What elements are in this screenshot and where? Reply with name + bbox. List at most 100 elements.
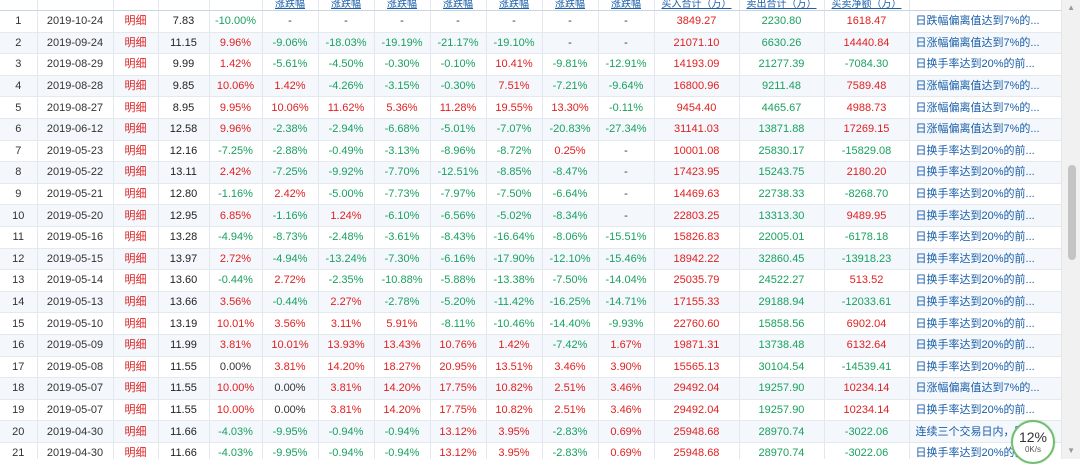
listing-reason[interactable]: 日涨幅偏离值达到7%的... — [909, 96, 1062, 119]
column-header[interactable]: 涨跌幅 — [542, 0, 599, 11]
listing-reason[interactable]: 日换手率达到20%的前... — [909, 204, 1062, 227]
detail-link[interactable]: 明细 — [113, 269, 159, 292]
trade-date: 2019-08-28 — [37, 75, 114, 98]
listing-reason[interactable]: 日换手率达到20%的前... — [909, 183, 1062, 206]
column-header[interactable]: 涨跌幅 — [374, 0, 431, 11]
detail-link[interactable]: 明细 — [113, 140, 159, 163]
row-index: 10 — [0, 204, 38, 227]
table-row: 17 2019-05-08 明细 11.55 0.00% 3.81% 14.20% 18.27… — [0, 356, 1062, 379]
detail-link[interactable]: 明细 — [113, 442, 159, 459]
after-day20-pct: -6.64% — [542, 183, 599, 206]
listing-reason[interactable]: 日涨幅偏离值达到7%的... — [909, 32, 1062, 55]
detail-link[interactable]: 明细 — [113, 399, 159, 422]
listing-reason[interactable]: 日换手率达到20%的前... — [909, 226, 1062, 249]
sell-total: 22005.01 — [739, 226, 825, 249]
listing-reason[interactable]: 日跌幅偏离值达到7%的... — [909, 10, 1062, 33]
row-index: 9 — [0, 183, 38, 206]
after-day1-pct: - — [262, 10, 319, 33]
detail-link[interactable]: 明细 — [113, 10, 159, 33]
close-price: 9.85 — [158, 75, 210, 98]
column-header[interactable]: 涨跌幅 — [262, 0, 319, 11]
after-day2-pct: -9.92% — [318, 161, 375, 184]
column-header[interactable]: 买入合计（万） — [654, 0, 740, 11]
after-day3-pct: 14.20% — [374, 399, 431, 422]
detail-link[interactable]: 明细 — [113, 183, 159, 206]
after-day1-pct: -2.38% — [262, 118, 319, 141]
detail-link[interactable]: 明细 — [113, 204, 159, 227]
column-header — [0, 0, 38, 11]
after-day10-pct: -5.02% — [486, 204, 543, 227]
listing-reason[interactable]: 日涨幅偏离值达到7%的... — [909, 75, 1062, 98]
detail-link[interactable]: 明细 — [113, 377, 159, 400]
trade-date: 2019-05-07 — [37, 399, 114, 422]
after-day3-pct: 13.43% — [374, 334, 431, 357]
detail-link[interactable]: 明细 — [113, 312, 159, 335]
detail-link[interactable]: 明细 — [113, 291, 159, 314]
row-index: 12 — [0, 248, 38, 271]
detail-link[interactable]: 明细 — [113, 334, 159, 357]
detail-link[interactable]: 明细 — [113, 96, 159, 119]
listing-reason[interactable]: 日换手率达到20%的前... — [909, 140, 1062, 163]
sell-total: 15858.56 — [739, 312, 825, 335]
listing-reason[interactable]: 日换手率达到20%的前... — [909, 161, 1062, 184]
after-day1-pct: -8.73% — [262, 226, 319, 249]
sell-total: 13738.48 — [739, 334, 825, 357]
table-row: 8 2019-05-22 明细 13.11 2.42% -7.25% -9.92% -7.70… — [0, 161, 1062, 184]
vertical-scrollbar[interactable]: ▲ ▼ — [1061, 0, 1080, 459]
listing-reason[interactable]: 日换手率达到20%的前... — [909, 269, 1062, 292]
after-day1-pct: 3.56% — [262, 312, 319, 335]
after-day3-pct: - — [374, 10, 431, 33]
after-day3-pct: -19.19% — [374, 32, 431, 55]
network-speed-widget[interactable]: 12% 0K/s — [1011, 420, 1055, 464]
column-header[interactable]: 涨跌幅 — [318, 0, 375, 11]
trade-date: 2019-05-23 — [37, 140, 114, 163]
scrollbar-thumb[interactable] — [1068, 165, 1076, 260]
table-row: 12 2019-05-15 明细 13.97 2.72% -4.94% -13.24% -7.… — [0, 248, 1062, 271]
scroll-down-icon[interactable]: ▼ — [1067, 446, 1075, 455]
after-day30-pct: 1.67% — [598, 334, 655, 357]
trade-date: 2019-08-27 — [37, 96, 114, 119]
close-price: 8.95 — [158, 96, 210, 119]
scroll-up-icon[interactable]: ▲ — [1067, 3, 1075, 12]
listing-reason[interactable]: 日涨幅偏离值达到7%的... — [909, 118, 1062, 141]
sell-total: 2230.80 — [739, 10, 825, 33]
column-header[interactable]: 涨跌幅 — [598, 0, 655, 11]
after-day20-pct: -8.06% — [542, 226, 599, 249]
listing-reason[interactable]: 日换手率达到20%的前... — [909, 334, 1062, 357]
after-day5-pct: 17.75% — [430, 377, 487, 400]
table-row: 3 2019-08-29 明细 9.99 1.42% -5.61% -4.50% -0.30%… — [0, 53, 1062, 76]
detail-link[interactable]: 明细 — [113, 226, 159, 249]
close-price: 11.55 — [158, 399, 210, 422]
detail-link[interactable]: 明细 — [113, 356, 159, 379]
after-day1-pct: 2.42% — [262, 183, 319, 206]
column-header[interactable]: 卖出合计（万） — [739, 0, 825, 11]
detail-link[interactable]: 明细 — [113, 420, 159, 443]
column-header[interactable]: 涨跌幅 — [430, 0, 487, 11]
detail-link[interactable]: 明细 — [113, 32, 159, 55]
after-day5-pct: - — [430, 10, 487, 33]
detail-link[interactable]: 明细 — [113, 161, 159, 184]
after-day10-pct: 7.51% — [486, 75, 543, 98]
detail-link[interactable]: 明细 — [113, 248, 159, 271]
row-index: 3 — [0, 53, 38, 76]
listing-reason[interactable]: 日换手率达到20%的前... — [909, 291, 1062, 314]
after-day30-pct: 3.46% — [598, 377, 655, 400]
detail-link[interactable]: 明细 — [113, 53, 159, 76]
listing-reason[interactable]: 日换手率达到20%的前... — [909, 356, 1062, 379]
detail-link[interactable]: 明细 — [113, 75, 159, 98]
column-header[interactable]: 买卖净额（万） — [824, 0, 910, 11]
listing-reason[interactable]: 日换手率达到20%的前... — [909, 248, 1062, 271]
listing-reason[interactable]: 日换手率达到20%的前... — [909, 312, 1062, 335]
listing-reason[interactable]: 日涨幅偏离值达到7%的... — [909, 377, 1062, 400]
net-amount: -14539.41 — [824, 356, 910, 379]
table-row: 6 2019-06-12 明细 12.58 9.96% -2.38% -2.94% -6.68… — [0, 118, 1062, 141]
listing-reason[interactable]: 日换手率达到20%的前... — [909, 399, 1062, 422]
after-day30-pct: 0.69% — [598, 420, 655, 443]
buy-total: 18942.22 — [654, 248, 740, 271]
after-day5-pct: -6.16% — [430, 248, 487, 271]
trade-date: 2019-05-07 — [37, 377, 114, 400]
listing-reason[interactable]: 日换手率达到20%的前... — [909, 53, 1062, 76]
column-header[interactable]: 涨跌幅 — [486, 0, 543, 11]
detail-link[interactable]: 明细 — [113, 118, 159, 141]
change-pct: 0.00% — [209, 356, 263, 379]
